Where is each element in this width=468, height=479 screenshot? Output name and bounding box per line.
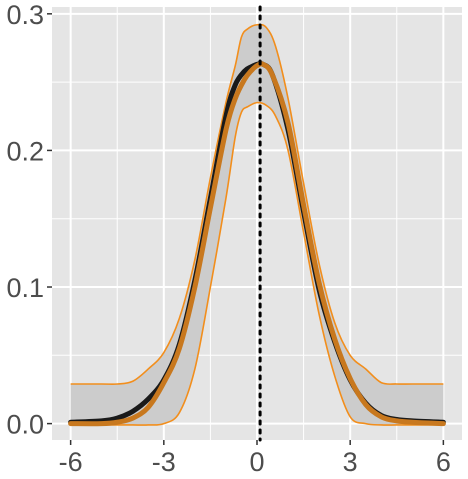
series-line-estimate <box>68 61 446 427</box>
y-axis-ticks <box>47 13 52 425</box>
confidence-band <box>70 24 444 426</box>
x-axis-tick-labels: -6 -3 0 3 6 <box>59 447 451 477</box>
x-tick-label: -3 <box>152 447 176 477</box>
x-tick-label: 6 <box>436 447 451 477</box>
y-tick-label: 0.1 <box>6 273 44 303</box>
confidence-band-lower-edge <box>70 101 444 426</box>
x-axis-ticks <box>69 440 445 445</box>
y-tick-label: 0.0 <box>6 410 44 440</box>
y-tick-label: 0.2 <box>6 136 44 166</box>
x-tick-label: -6 <box>59 447 83 477</box>
confidence-band-upper-edge <box>70 23 444 385</box>
x-tick-label: 3 <box>343 447 358 477</box>
y-axis-tick-labels: 0.0 0.1 0.2 0.3 <box>6 0 44 440</box>
x-tick-label: 0 <box>249 447 264 477</box>
y-tick-label: 0.3 <box>6 0 44 30</box>
